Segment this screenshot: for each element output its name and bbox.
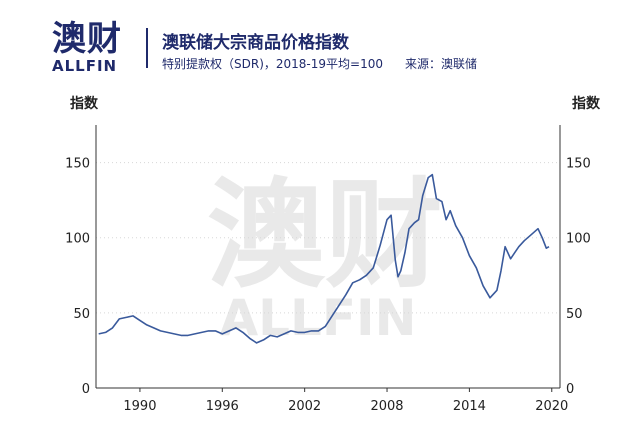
series-line (98, 173, 550, 344)
logo-english: ALLFIN (52, 57, 118, 75)
x-tick-label: 2002 (288, 399, 321, 414)
y-tick-label-right: 100 (566, 232, 591, 247)
subtitle-units: 特别提款权（SDR)，2018-19平均=100 (162, 57, 383, 71)
series-group (98, 173, 550, 344)
chart-subtitle: 特别提款权（SDR)，2018-19平均=100 来源：澳联储 (162, 55, 477, 72)
y-tick-label-left: 0 (82, 382, 90, 397)
x-tick-labels: 1990 1996 2002 2008 2014 2020 (123, 388, 568, 414)
y-tick-label-right: 0 (566, 382, 574, 397)
x-tick-label: 2008 (370, 399, 403, 414)
right-axis-unit: 指数 (572, 95, 601, 112)
header-divider (146, 28, 148, 68)
grid-lines (96, 162, 560, 314)
left-axis-unit: 指数 (70, 95, 99, 112)
y-tick-label-left: 50 (73, 307, 90, 322)
y-tick-label-left: 150 (65, 157, 90, 172)
chart-header: 澳财 ALLFIN 澳联储大宗商品价格指数 特别提款权（SDR)，2018-19… (0, 0, 640, 88)
subtitle-source: 来源：澳联储 (404, 57, 477, 71)
y-tick-label-left: 100 (65, 232, 90, 247)
x-tick-label: 1990 (123, 399, 156, 414)
y-tick-label-right: 50 (566, 307, 583, 322)
brand-logo: 澳财 ALLFIN (52, 20, 132, 74)
x-tick-label: 1996 (206, 399, 239, 414)
watermark: 澳财 ALLFIN (207, 166, 443, 347)
y-tick-labels: 0 0 50 50 100 100 150 150 (65, 157, 591, 397)
logo-chinese: 澳财 (52, 19, 122, 59)
watermark-chinese: 澳财 (207, 166, 443, 304)
x-tick-label: 2020 (535, 399, 568, 414)
x-tick-label: 2014 (453, 399, 486, 414)
y-tick-label-right: 150 (566, 157, 591, 172)
watermark-english: ALLFIN (219, 289, 416, 347)
chart-title: 澳联储大宗商品价格指数 (162, 33, 349, 53)
